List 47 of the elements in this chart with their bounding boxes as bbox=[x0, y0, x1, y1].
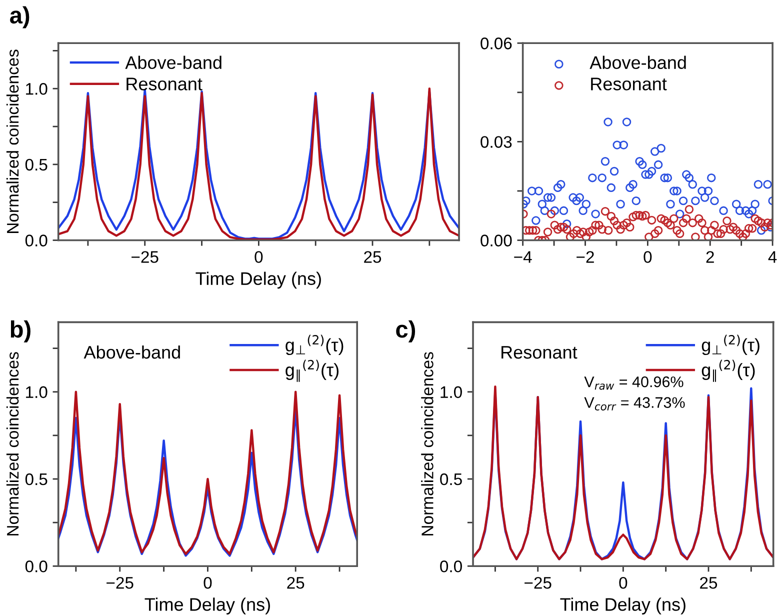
x-axis-title: Time Delay (ns) bbox=[196, 272, 321, 289]
x-tick-label: 0 bbox=[254, 251, 263, 263]
annotation: V$_{raw}$ = 40.96% bbox=[584, 376, 684, 390]
y-axis-title: Normalized coincidences bbox=[6, 50, 19, 233]
y-tick-label: 1.0 bbox=[440, 386, 462, 398]
x-tick-label: −25 bbox=[524, 576, 552, 589]
annotation: V$_{corr}$ = 43.73% bbox=[584, 397, 685, 410]
y-tick-label: 0.5 bbox=[440, 473, 462, 486]
x-tick-label: 25 bbox=[364, 251, 382, 263]
y-tick-label: 0.0 bbox=[25, 234, 48, 246]
x-tick-label: 2 bbox=[706, 251, 714, 263]
x-tick-label: 0 bbox=[644, 251, 652, 263]
x-axis-title: Time Delay (ns) bbox=[560, 598, 686, 614]
legend-label: g$_{⊥}$$^{(2)}$(τ) bbox=[702, 334, 760, 356]
annotation: Resonant bbox=[502, 346, 578, 359]
x-tick-label: 4 bbox=[768, 251, 777, 263]
y-tick-label: 0.06 bbox=[480, 38, 512, 50]
x-tick-label: 0 bbox=[204, 576, 212, 589]
legend-label: g$_{∥}$$^{(2)}$(τ) bbox=[702, 360, 755, 382]
x-tick-label: 25 bbox=[700, 576, 718, 589]
legend-label: Resonant bbox=[591, 78, 667, 90]
annotation: Above-band bbox=[84, 345, 180, 359]
x-tick-label: 25 bbox=[287, 576, 304, 589]
x-tick-label: −25 bbox=[106, 576, 134, 589]
text: b) bbox=[10, 320, 30, 342]
y-tick-label: 0.0 bbox=[440, 560, 462, 572]
legend-label: Above-band bbox=[125, 56, 222, 70]
x-axis-title: Time Delay (ns) bbox=[144, 598, 270, 614]
x-tick-label: 0 bbox=[619, 576, 628, 589]
legend-label: Resonant bbox=[126, 78, 202, 90]
y-tick-label: 1.0 bbox=[26, 83, 48, 95]
text: c) bbox=[396, 320, 416, 342]
x-tick-label: −2 bbox=[576, 251, 594, 263]
y-tick-label: 0.03 bbox=[480, 136, 512, 148]
y-axis-title: Normalized coincidences bbox=[421, 352, 434, 536]
legend-label: Above-band bbox=[590, 56, 686, 70]
legend-label: g$_{⊥}$$^{(2)}$(τ) bbox=[286, 334, 344, 356]
text: a) bbox=[10, 6, 30, 28]
y-tick-label: 0.5 bbox=[25, 473, 48, 486]
legend-label: g$_{∥}$$^{(2)}$(τ) bbox=[286, 360, 339, 382]
y-axis-title: Normalized coincidences bbox=[6, 352, 19, 536]
x-tick-label: −25 bbox=[132, 251, 158, 263]
x-tick-label: −4 bbox=[514, 251, 532, 263]
y-tick-label: 0.0 bbox=[25, 560, 48, 572]
y-tick-label: 0.00 bbox=[480, 234, 512, 246]
y-tick-label: 1.0 bbox=[26, 386, 48, 398]
y-tick-label: 0.5 bbox=[25, 158, 48, 171]
